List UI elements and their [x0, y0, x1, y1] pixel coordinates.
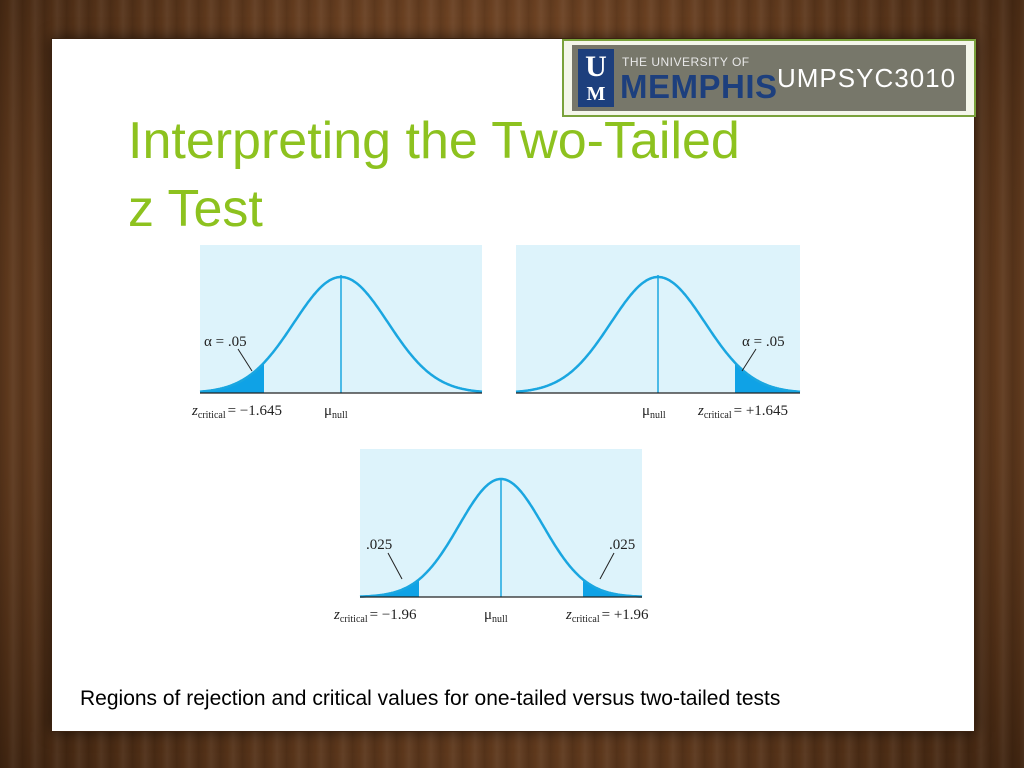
right-figure-z-subscript: critical [704, 410, 732, 421]
figure-caption: Regions of rejection and critical values… [80, 687, 781, 710]
two-tailed-left-pointer [387, 552, 403, 580]
logo-letter-u: U [585, 50, 607, 83]
slide: U M THE UNIVERSITY OF MEMPHIS UMPSYC3010… [51, 38, 976, 732]
two-tailed-left-critical-label: zcritical = −1.96 [333, 607, 417, 625]
two-tailed-mu-symbol: μ [484, 607, 492, 623]
left-figure-critical-label: zcritical = −1.645 [191, 403, 282, 421]
left-figure-mu-symbol: μ [324, 403, 332, 419]
left-figure-null-subscript: null [332, 410, 348, 421]
right-figure-z-symbol: z [697, 403, 704, 419]
slide-title-line-2: z Test [128, 180, 263, 238]
right-figure-alpha-pointer [741, 348, 757, 372]
badge-background: U M THE UNIVERSITY OF MEMPHIS UMPSYC3010 [572, 45, 966, 111]
two-tailed-right-z-symbol: z [565, 607, 572, 623]
left-figure-alpha-pointer [237, 348, 253, 372]
right-figure-alpha-label: α = .05 [742, 334, 785, 350]
two-tailed-left-rejection-region [360, 579, 419, 597]
left-figure-alpha-label: α = .05 [204, 334, 247, 350]
two-tailed-right-alpha-label: .025 [609, 537, 635, 553]
slide-title-line-1: Interpreting the Two-Tailed [128, 112, 740, 170]
right-figure-critical-value: = +1.645 [734, 403, 788, 419]
right-figure-mean-label: μnull [642, 403, 666, 421]
right-figure-null-subscript: null [650, 410, 666, 421]
university-name: MEMPHIS [620, 68, 778, 105]
left-figure-mean-label: μnull [324, 403, 348, 421]
two-tailed-figure: .025 .025 zcritical = −1.96 μnull zcritic… [333, 449, 649, 625]
two-tailed-mean-label: μnull [484, 607, 508, 625]
two-tailed-left-alpha-label: .025 [366, 537, 392, 553]
left-tailed-figure: α = .05 zcritical = −1.645 μnull [191, 245, 483, 421]
left-figure-z-symbol: z [191, 403, 198, 419]
slide-title: Interpreting the Two-Tailed z Test [128, 107, 928, 243]
course-code: UMPSYC3010 [777, 63, 957, 93]
left-figure-rejection-region [200, 362, 264, 393]
left-figure-z-subscript: critical [198, 410, 226, 421]
two-tailed-right-critical-label: zcritical = +1.96 [565, 607, 649, 625]
two-tailed-right-z-subscript: critical [572, 614, 600, 625]
two-tailed-left-z-symbol: z [333, 607, 340, 623]
two-tailed-right-pointer [599, 552, 615, 580]
right-tailed-figure: α = .05 μnull zcritical = +1.645 [515, 245, 801, 421]
two-tailed-right-critical-value: = +1.96 [602, 607, 649, 623]
right-figure-mu-symbol: μ [642, 403, 650, 419]
university-header-badge: U M THE UNIVERSITY OF MEMPHIS UMPSYC3010 [562, 39, 976, 117]
two-tailed-right-rejection-region [583, 579, 642, 597]
two-tailed-left-critical-value: = −1.96 [370, 607, 417, 623]
left-figure-critical-value: = −1.645 [228, 403, 282, 419]
right-figure-critical-label: zcritical = +1.645 [697, 403, 788, 421]
university-prefix: THE UNIVERSITY OF [622, 55, 750, 69]
um-logo-icon: U M [578, 49, 614, 107]
logo-letter-m: M [586, 83, 606, 105]
two-tailed-null-subscript: null [492, 614, 508, 625]
two-tailed-left-z-subscript: critical [340, 614, 368, 625]
right-figure-rejection-region [735, 362, 800, 393]
